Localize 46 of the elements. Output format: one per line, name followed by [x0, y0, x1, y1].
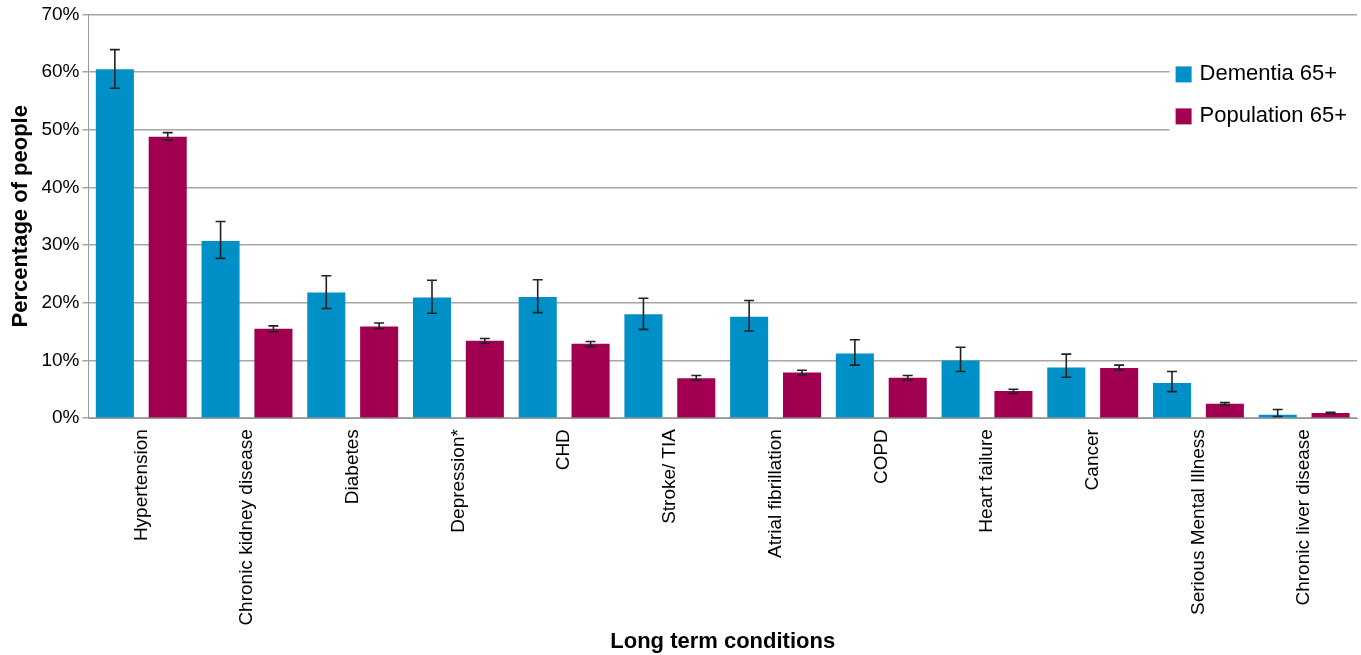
bar [307, 292, 346, 418]
y-tick-label: 0% [51, 406, 80, 428]
x-tick-label: Atrial fibrillation [763, 429, 785, 558]
bar [148, 136, 187, 418]
bar [941, 360, 980, 418]
x-tick-label: Diabetes [340, 429, 362, 505]
legend-label: Dementia 65+ [1199, 60, 1338, 86]
bar [465, 340, 504, 418]
x-tick-label: COPD [869, 429, 891, 485]
bar [360, 326, 399, 418]
x-tick-label: Chronic liver disease [1292, 429, 1314, 606]
x-tick-label: Heart failure [975, 429, 997, 533]
bar [518, 297, 557, 418]
y-tick-label: 20% [41, 291, 80, 313]
bar [1100, 367, 1139, 418]
x-tick-label: Hypertension [129, 429, 151, 542]
x-tick-label: Cancer [1080, 428, 1102, 491]
bar [95, 69, 134, 418]
x-tick-label: CHD [552, 429, 574, 471]
bar [782, 372, 822, 418]
bar [254, 328, 293, 418]
y-tick-label: 50% [41, 117, 80, 139]
y-tick-label: 40% [41, 175, 80, 197]
bar [835, 353, 874, 418]
bar [730, 316, 769, 418]
legend-label: Population 65+ [1199, 102, 1347, 128]
y-tick-label: 10% [41, 348, 80, 370]
y-tick-label: 70% [41, 2, 80, 24]
bar [1205, 403, 1244, 418]
x-tick-label: Stroke/ TIA [658, 428, 680, 524]
bar [888, 377, 927, 418]
bar [201, 241, 240, 418]
x-tick-label: Serious Mental Illness [1186, 429, 1208, 616]
bar [677, 378, 716, 418]
y-tick-label: 60% [41, 60, 80, 82]
bar [412, 297, 452, 418]
bar [994, 391, 1033, 418]
bar [624, 314, 663, 418]
y-axis-title: Percentage of people [7, 105, 33, 328]
bar [1152, 382, 1192, 418]
bar [571, 343, 610, 418]
y-tick-label: 30% [41, 233, 80, 255]
x-tick-label: Chronic kidney disease [235, 429, 257, 626]
x-tick-label: Depression* [446, 428, 468, 533]
x-axis-title: Long term conditions [610, 627, 836, 653]
bar [1047, 367, 1086, 418]
